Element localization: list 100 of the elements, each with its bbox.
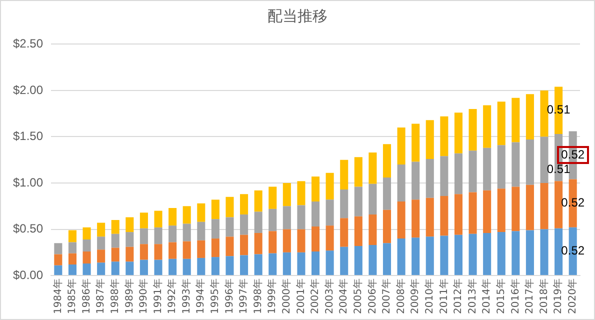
- x-tick-label: 2008年: [394, 278, 407, 314]
- bar: [426, 198, 434, 237]
- bar: [297, 229, 306, 252]
- bar: [326, 226, 334, 251]
- bar: [368, 245, 377, 276]
- bar: [111, 248, 120, 262]
- y-tick-label: $2.50: [13, 36, 44, 51]
- x-tick-label: 2011年: [438, 278, 450, 314]
- x-tick-label: 2015年: [494, 278, 507, 314]
- bar: [326, 250, 334, 276]
- y-tick-label: $0.50: [13, 222, 44, 236]
- bar: [54, 254, 62, 266]
- bar: [82, 227, 91, 240]
- x-tick-label: 2007年: [380, 278, 393, 314]
- bar: [526, 94, 534, 140]
- x-tick-label: 2016年: [509, 278, 522, 314]
- bar: [340, 218, 348, 247]
- bar: [526, 140, 534, 185]
- x-tick-label: 1991年: [152, 278, 164, 314]
- bar: [211, 238, 220, 258]
- bar: [426, 120, 434, 159]
- bar: [554, 228, 563, 276]
- bar: [340, 189, 348, 218]
- bar: [240, 214, 248, 235]
- x-tick-label: 2002年: [309, 278, 322, 314]
- bar: [326, 172, 334, 200]
- bar: [468, 192, 477, 234]
- bar: [426, 236, 434, 276]
- bar: [483, 232, 492, 276]
- bar: [97, 222, 106, 237]
- bar: [512, 231, 520, 276]
- bar: [554, 181, 563, 228]
- bar: [240, 234, 248, 256]
- bar: [497, 102, 506, 146]
- x-tick-label: 2001年: [294, 278, 307, 314]
- bar: [354, 186, 362, 216]
- bar: [168, 242, 177, 259]
- bar: [240, 255, 248, 276]
- bar: [97, 262, 106, 276]
- bar: [412, 238, 420, 276]
- bar: [154, 244, 162, 260]
- bar: [382, 210, 392, 244]
- x-tick-label: 1989年: [123, 278, 136, 314]
- bar: [468, 108, 477, 151]
- bar: [197, 222, 206, 240]
- bar: [82, 251, 91, 264]
- bar: [397, 238, 406, 276]
- bar: [111, 234, 120, 248]
- bar: [397, 202, 406, 239]
- bar: [468, 150, 477, 192]
- bar: [82, 264, 91, 276]
- bar: [526, 230, 534, 276]
- x-tick-label: 2010年: [423, 278, 436, 314]
- bar: [340, 160, 348, 190]
- x-tick-label: 1987年: [94, 278, 107, 314]
- bar: [282, 252, 291, 276]
- bar: [540, 136, 548, 184]
- bar: [382, 243, 392, 276]
- y-tick-label: $1.00: [13, 175, 44, 190]
- x-tick-label: 2018年: [538, 278, 550, 314]
- x-tick-label: 1986年: [80, 278, 92, 314]
- bar: [311, 202, 320, 227]
- bar: [111, 262, 120, 276]
- x-tick-label: 2019年: [552, 278, 564, 314]
- bar: [326, 200, 334, 226]
- bar: [226, 196, 234, 218]
- bar: [440, 236, 448, 276]
- bar: [197, 240, 206, 258]
- bar: [454, 153, 462, 194]
- bar: [211, 257, 220, 276]
- bar: [126, 232, 134, 247]
- bar: [254, 254, 262, 276]
- bar: [226, 217, 234, 237]
- bar: [483, 148, 492, 190]
- bar: [97, 236, 106, 250]
- bar: [412, 124, 420, 162]
- bar: [354, 216, 362, 246]
- bar: [412, 162, 420, 200]
- bar: [282, 183, 291, 206]
- x-tick-label: 2014年: [480, 278, 493, 314]
- bar: [254, 212, 262, 233]
- bar: [68, 230, 76, 242]
- bar: [512, 186, 520, 232]
- x-tick-label: 1992年: [166, 278, 178, 314]
- bar: [368, 152, 377, 184]
- bar: [140, 244, 148, 260]
- x-tick-label: 2006年: [366, 278, 378, 314]
- bar: [297, 205, 306, 230]
- bar: [440, 116, 448, 156]
- bar: [154, 210, 162, 228]
- x-tick-label: 2000年: [280, 278, 293, 314]
- bar: [268, 253, 277, 276]
- x-tick-label: 1995年: [209, 278, 222, 314]
- bar: [97, 250, 106, 263]
- x-tick-label: 2003年: [323, 278, 336, 314]
- bar: [226, 236, 234, 256]
- x-tick-label: 1996年: [223, 278, 236, 314]
- bar: [311, 251, 320, 276]
- bar: [540, 183, 548, 230]
- bar: [526, 184, 534, 230]
